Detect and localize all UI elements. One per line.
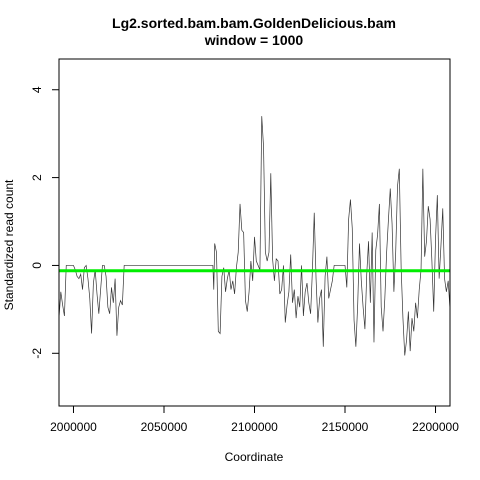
y-axis-label: Standardized read count [2,179,16,310]
x-tick-label: 2000000 [50,420,97,434]
series-line [58,116,451,356]
chart-title: Lg2.sorted.bam.bam.GoldenDelicious.bam [112,15,396,31]
y-axis: -2 0 2 4 [30,86,59,359]
plot-frame [58,58,451,407]
x-tick-label: 2150000 [322,420,369,434]
y-tick-label: 4 [30,86,44,93]
x-axis-label: Coordinate [225,450,284,464]
x-tick-label: 2100000 [231,420,278,434]
y-tick-label: 2 [30,174,44,181]
chart-subtitle: window = 1000 [204,32,304,48]
x-tick-label: 2050000 [141,420,188,434]
y-tick-label: -2 [30,348,44,359]
y-tick-label: 0 [30,262,44,269]
x-axis: 2000000 2050000 2100000 2150000 2200000 [50,406,459,434]
x-tick-label: 2200000 [412,420,459,434]
